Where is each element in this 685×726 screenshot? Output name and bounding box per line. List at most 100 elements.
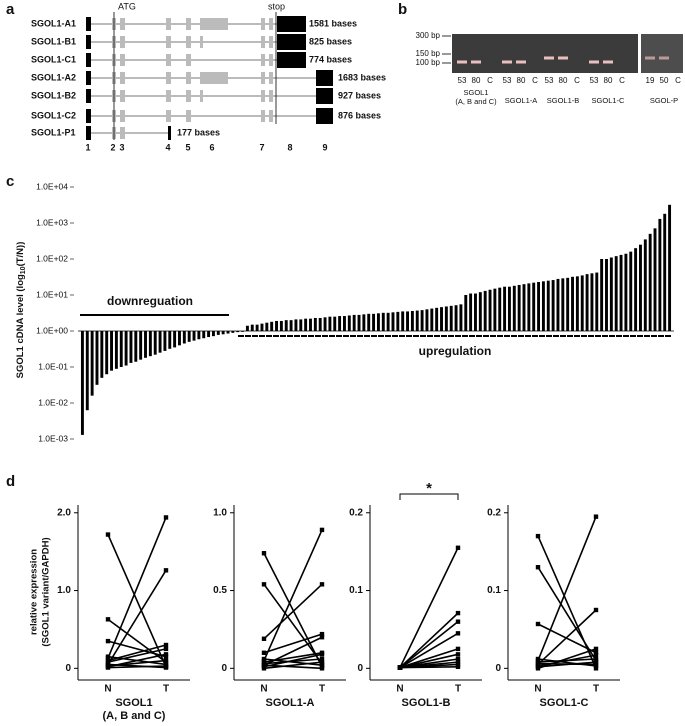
transcript-name: SGOL1-P1 <box>31 127 76 137</box>
bar <box>211 331 215 337</box>
lane-label: 53 <box>590 76 599 85</box>
exon <box>86 89 91 103</box>
pair-point <box>455 659 461 665</box>
bar <box>80 331 84 435</box>
pair-point <box>261 582 267 587</box>
bar <box>216 331 220 335</box>
y-tick-label: 0 <box>221 663 227 674</box>
bar <box>653 228 657 331</box>
pair-point <box>535 656 541 662</box>
pair-line <box>263 658 323 667</box>
exon <box>120 90 125 102</box>
y-tick-label: 2.0 <box>57 507 71 518</box>
exon <box>200 18 228 30</box>
bar <box>401 311 405 331</box>
exon <box>186 54 191 66</box>
bar <box>158 331 162 353</box>
group-label: SGOL1-B <box>547 96 580 105</box>
pair-line <box>537 662 597 666</box>
bar <box>309 318 312 331</box>
bar <box>313 317 317 331</box>
group-label: SGOL1-A <box>505 96 538 105</box>
exon <box>269 36 273 48</box>
exon <box>261 90 265 102</box>
lane-label: C <box>532 76 538 85</box>
exon <box>86 17 91 31</box>
bar <box>663 213 667 331</box>
exon <box>269 90 273 102</box>
pair-line <box>263 661 323 670</box>
pair-point <box>261 659 267 665</box>
bar <box>245 325 249 331</box>
y-tick-label: 1.0E-01 <box>38 361 68 371</box>
pair-line <box>537 609 597 666</box>
pair-point <box>593 650 599 655</box>
bar <box>541 281 545 331</box>
bar <box>270 321 274 331</box>
transcript-name: SGOL1-C2 <box>31 110 76 120</box>
bar <box>260 323 264 331</box>
pair-point <box>593 659 599 665</box>
bar <box>197 331 201 340</box>
exon-number: 2 <box>110 142 115 152</box>
pair-point <box>319 663 325 668</box>
pair-point <box>105 617 111 622</box>
exon <box>277 52 306 68</box>
bar <box>580 275 584 331</box>
exon <box>120 18 125 30</box>
bar <box>483 290 487 331</box>
bar <box>139 331 143 360</box>
x-tick-label: T <box>455 684 461 695</box>
pair-line <box>107 569 167 665</box>
bar <box>173 331 177 348</box>
exon <box>261 110 265 122</box>
exon <box>186 110 191 122</box>
y-axis-title: relative expression <box>29 549 40 635</box>
exon <box>200 36 203 48</box>
bar <box>357 314 361 331</box>
exon <box>316 108 333 124</box>
exon <box>316 88 333 104</box>
y-tick-label: 1.0E-02 <box>38 397 68 407</box>
pair-point <box>319 666 325 671</box>
pair-point <box>105 532 111 537</box>
pair-line <box>107 534 167 668</box>
exon <box>86 53 91 67</box>
bar <box>503 286 507 331</box>
x-axis-title: SGOL1 <box>115 697 152 709</box>
y-tick-label: 0.1 <box>349 585 363 596</box>
panel-label: d <box>6 473 15 490</box>
pair-point <box>593 656 599 662</box>
pair-point <box>319 631 325 637</box>
bar <box>328 316 332 331</box>
bar <box>527 283 531 331</box>
lane-label: C <box>675 76 681 85</box>
y-tick-label: 1.0 <box>213 507 227 518</box>
transcript-length: 927 bases <box>338 90 381 100</box>
bar <box>110 331 113 371</box>
x-tick-label: N <box>104 684 111 695</box>
bar <box>454 305 458 331</box>
exon <box>316 70 333 86</box>
bar <box>343 316 346 331</box>
bar <box>609 257 613 331</box>
lane-label: 53 <box>545 76 554 85</box>
pair-line <box>263 633 323 654</box>
transcript-name: SGOL1-C1 <box>31 54 76 64</box>
exon <box>200 72 228 84</box>
bar <box>284 320 288 331</box>
annotation: upregulation <box>419 344 492 358</box>
bar <box>124 331 128 366</box>
band <box>558 56 568 60</box>
y-axis-title-part: (T/N)) <box>15 242 26 267</box>
pair-line <box>263 583 323 665</box>
bar <box>648 233 652 331</box>
band <box>603 60 613 64</box>
y-axis-title-part: SGOL1 cDNA level (log <box>15 274 26 378</box>
bar <box>488 289 492 331</box>
lane-label: C <box>619 76 625 85</box>
bar <box>556 278 560 331</box>
exon-number: 3 <box>119 142 124 152</box>
bar <box>435 307 439 331</box>
pair-point <box>163 652 169 657</box>
